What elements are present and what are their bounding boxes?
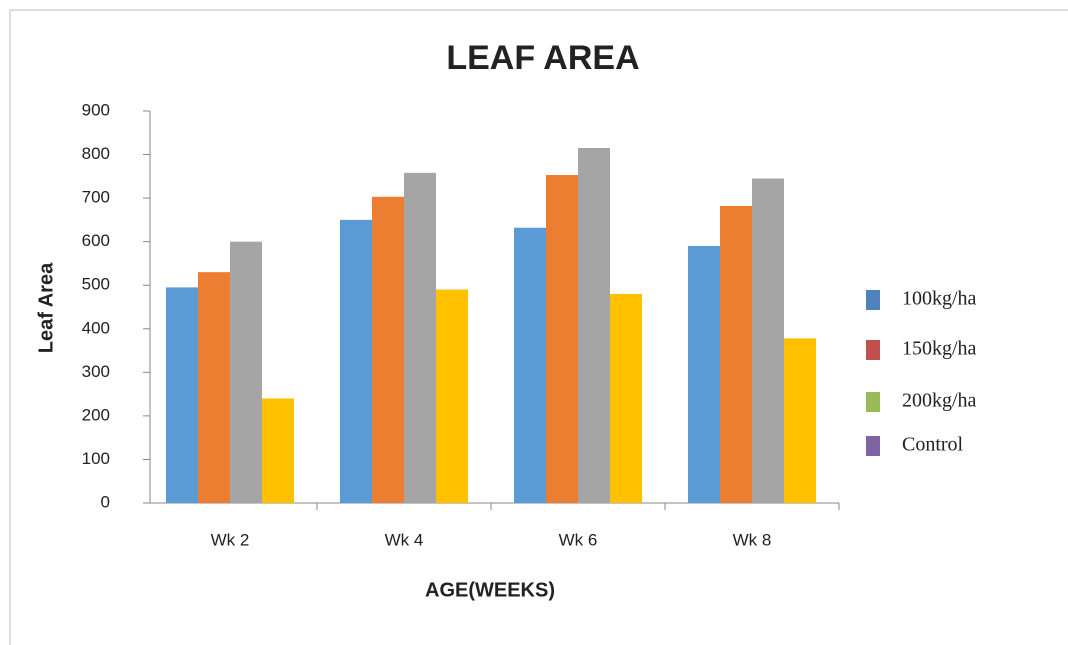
- legend-swatch: [866, 436, 880, 456]
- y-tick-label: 600: [82, 231, 110, 250]
- y-tick-label: 300: [82, 362, 110, 381]
- bar: [578, 148, 610, 503]
- y-tick-label: 700: [82, 188, 110, 207]
- bar: [404, 172, 436, 504]
- bar: [166, 287, 198, 503]
- bar: [340, 219, 372, 503]
- y-axis-label: Leaf Area: [35, 262, 57, 353]
- bar: [688, 246, 720, 503]
- legend-label: 200kg/ha: [902, 390, 977, 412]
- legend-label: Control: [902, 434, 964, 456]
- y-tick-label: 200: [82, 405, 110, 424]
- y-tick-label: 100: [82, 449, 110, 468]
- x-tick-label: Wk 2: [211, 530, 250, 549]
- bar: [436, 289, 468, 503]
- chart-title: LEAF AREA: [446, 39, 639, 77]
- y-tick-label: 400: [82, 318, 110, 337]
- legend-swatch: [866, 392, 880, 412]
- x-tick-label: Wk 4: [385, 530, 424, 549]
- x-tick-label: Wk 6: [559, 530, 598, 549]
- bar: [514, 227, 546, 503]
- y-tick-label: 500: [82, 275, 110, 294]
- bar: [610, 293, 642, 503]
- legend-label: 100kg/ha: [902, 288, 977, 310]
- bar: [752, 178, 784, 503]
- x-axis-label: AGE(WEEKS): [425, 579, 555, 601]
- y-tick-label: 0: [101, 492, 110, 511]
- legend-swatch: [866, 290, 880, 310]
- bar: [198, 272, 230, 503]
- legend-label: 150kg/ha: [902, 338, 977, 360]
- bar: [784, 338, 816, 503]
- y-tick-label: 900: [82, 100, 110, 119]
- x-tick-label: Wk 8: [733, 530, 772, 549]
- bar: [372, 196, 404, 503]
- y-tick-label: 800: [82, 144, 110, 163]
- legend-swatch: [866, 340, 880, 360]
- bar: [262, 398, 294, 503]
- bar: [546, 175, 578, 503]
- bar: [230, 241, 262, 503]
- bar: [720, 205, 752, 503]
